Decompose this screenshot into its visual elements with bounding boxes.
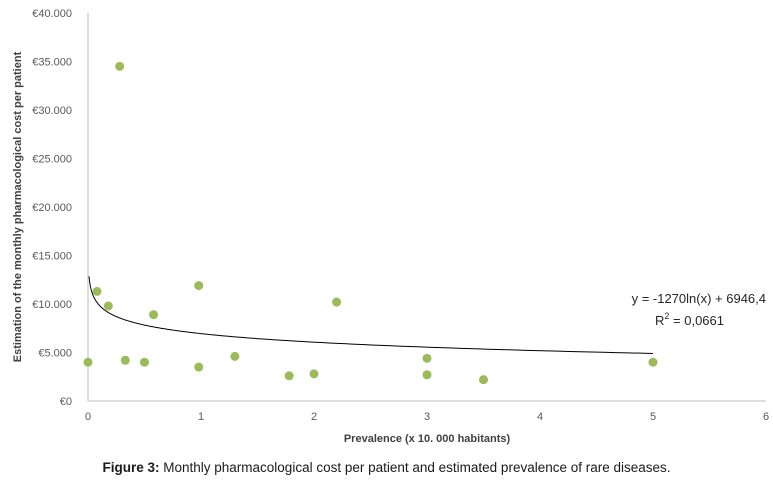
data-point bbox=[83, 357, 93, 367]
data-point bbox=[648, 357, 658, 367]
data-point bbox=[284, 371, 294, 381]
r-squared-label: R2 = 0,0661 bbox=[655, 311, 724, 328]
x-tick-label: 1 bbox=[198, 411, 204, 423]
x-tick-label: 3 bbox=[424, 411, 430, 423]
x-axis-title: Prevalence (x 10. 000 habitants) bbox=[344, 433, 511, 445]
x-tick-label: 6 bbox=[763, 411, 769, 423]
data-point bbox=[332, 297, 342, 307]
y-axis-title: Estimation of the monthly pharmacologica… bbox=[12, 51, 24, 362]
y-tick-label: €10.000 bbox=[32, 299, 72, 311]
y-tick-label: €40.000 bbox=[32, 8, 72, 20]
y-tick-label: €25.000 bbox=[32, 154, 72, 166]
data-points bbox=[83, 61, 658, 385]
data-point bbox=[149, 310, 159, 320]
trendline bbox=[88, 276, 654, 354]
r-squared-value: = 0,0661 bbox=[669, 313, 724, 328]
x-tick-label: 5 bbox=[650, 411, 656, 423]
scatter-chart: €0 €5.000 €10.000 €15.000 €20.000 €25.000 €30.… bbox=[12, 8, 769, 445]
data-point bbox=[92, 286, 102, 296]
y-tick-label: €35.000 bbox=[32, 57, 72, 69]
x-tick-label: 4 bbox=[537, 411, 543, 423]
figure-caption: Figure 3: Monthly pharmacological cost p… bbox=[0, 460, 773, 475]
x-tick-label: 0 bbox=[85, 411, 91, 423]
y-tick-label: €5.000 bbox=[38, 348, 72, 360]
r-squared-prefix: R bbox=[655, 313, 664, 328]
trendline-equation: y = -1270ln(x) + 6946,4 bbox=[632, 291, 766, 306]
y-tick-labels: €0 €5.000 €10.000 €15.000 €20.000 €25.000 €30.… bbox=[32, 8, 72, 408]
x-tick-label: 2 bbox=[311, 411, 317, 423]
figure-caption-text: Monthly pharmacological cost per patient… bbox=[163, 460, 671, 475]
y-tick-label: €15.000 bbox=[32, 251, 72, 263]
y-tick-label: €30.000 bbox=[32, 105, 72, 117]
data-point bbox=[194, 362, 204, 372]
data-point bbox=[422, 353, 432, 363]
figure-caption-label: Figure 3: bbox=[102, 460, 160, 475]
data-point bbox=[103, 301, 113, 311]
x-tick-labels: 0 1 2 3 4 5 6 bbox=[85, 411, 769, 423]
r-squared-superscript: 2 bbox=[664, 311, 669, 321]
data-point bbox=[140, 357, 149, 367]
data-point bbox=[422, 370, 432, 380]
y-tick-label: €0 bbox=[60, 396, 72, 408]
data-point bbox=[115, 61, 125, 71]
data-point bbox=[309, 369, 319, 379]
y-tick-label: €20.000 bbox=[32, 202, 72, 214]
data-point bbox=[194, 281, 204, 291]
data-point bbox=[479, 375, 488, 385]
data-point bbox=[230, 351, 240, 361]
data-point bbox=[120, 355, 130, 365]
